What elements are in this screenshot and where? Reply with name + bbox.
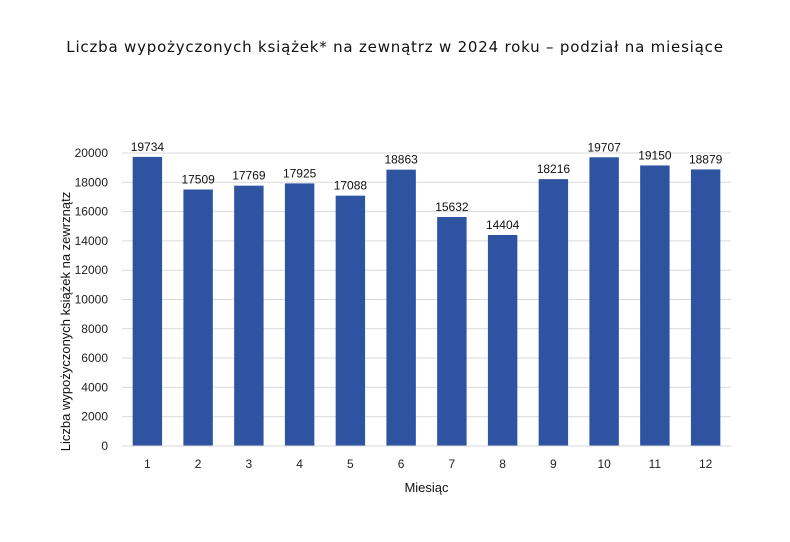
y-tick-label: 6000: [81, 351, 108, 365]
data-label: 17925: [283, 166, 317, 180]
data-label: 19707: [587, 140, 621, 154]
y-tick-label: 18000: [75, 175, 109, 189]
x-tick-label: 10: [597, 457, 611, 471]
bar: [437, 216, 467, 446]
x-tick-label: 4: [296, 457, 303, 471]
data-label: 19150: [638, 148, 672, 162]
y-tick-label: 20000: [75, 146, 109, 160]
x-tick-label: 3: [246, 457, 253, 471]
x-tick-label: 8: [499, 457, 506, 471]
data-label: 14404: [486, 218, 520, 232]
data-label: 18879: [689, 152, 723, 166]
y-tick-label: 0: [101, 439, 108, 453]
bar: [284, 183, 315, 446]
bar: [538, 179, 569, 446]
bar: [589, 157, 619, 446]
y-tick-label: 8000: [81, 322, 108, 336]
data-label: 17769: [232, 169, 266, 183]
data-label: 19734: [131, 140, 165, 154]
x-tick-label: 6: [398, 457, 405, 471]
bar: [234, 185, 264, 446]
y-axis-ticks: 0 2000 4000 6000 8000 10000 12000 14000 16000 180…: [75, 146, 109, 453]
x-tick-label: 9: [550, 457, 557, 471]
data-label: 18216: [537, 162, 571, 176]
bars: [132, 156, 721, 446]
bar: [183, 189, 213, 446]
x-tick-label: 1: [144, 457, 151, 471]
y-tick-label: 12000: [75, 263, 109, 277]
y-tick-label: 14000: [75, 234, 109, 248]
data-labels: 19734 17509 17769 17925 17088 18863 15632 14404…: [131, 140, 723, 232]
y-tick-label: 16000: [75, 205, 109, 219]
bar: [640, 165, 670, 446]
y-tick-label: 10000: [75, 293, 109, 307]
x-tick-label: 2: [195, 457, 202, 471]
data-label: 15632: [435, 200, 469, 214]
y-tick-label: 4000: [81, 380, 108, 394]
x-tick-label: 7: [449, 457, 456, 471]
x-tick-label: 11: [649, 457, 662, 471]
gridlines: [122, 152, 731, 418]
data-label: 17088: [334, 179, 368, 193]
chart-title: Liczba wypożyczonych książek* na zewnątr…: [66, 38, 724, 56]
data-label: 18863: [384, 153, 418, 167]
bar: [386, 169, 416, 446]
x-tick-label: 5: [347, 457, 354, 471]
data-label: 17509: [181, 172, 215, 186]
x-tick-label: 12: [699, 457, 713, 471]
bar: [335, 195, 366, 446]
y-tick-label: 2000: [81, 410, 108, 424]
bar: [132, 156, 163, 446]
bar: [487, 234, 518, 446]
bar: [690, 169, 721, 446]
x-axis-ticks: 1 2 3 4 5 6 7 8 9 10 11 12: [144, 457, 713, 471]
x-axis-title: Miesiąc: [404, 480, 449, 495]
y-axis-title: Liczba wypożyczonych książek na zewrznąt…: [58, 192, 73, 451]
